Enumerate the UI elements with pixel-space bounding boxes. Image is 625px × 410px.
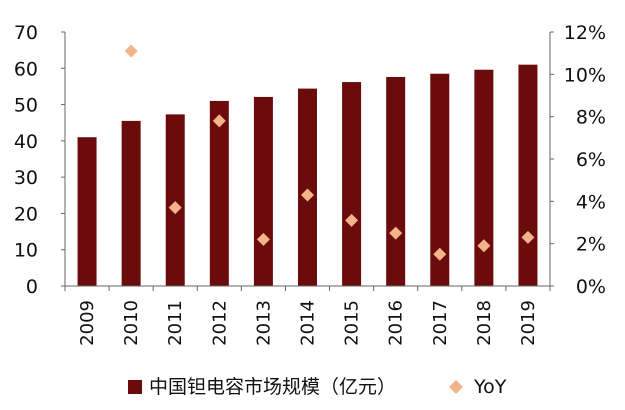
yoy-point — [433, 247, 447, 261]
yoy-point — [521, 230, 535, 244]
left-axis-ticks: 0 10 20 30 40 50 60 70 — [14, 22, 38, 298]
right-tick-label: 4% — [576, 191, 606, 213]
legend-bar-swatch — [128, 380, 142, 394]
left-tick-label: 40 — [14, 131, 38, 153]
bar — [121, 120, 141, 287]
x-tick-label: 2014 — [298, 300, 319, 346]
left-tick-label: 60 — [14, 58, 38, 80]
x-axis-ticks: 2009 2010 2011 2012 2013 2014 2015 2016 2017 2018… — [77, 300, 539, 346]
bar — [342, 82, 362, 287]
yoy-series — [124, 44, 535, 261]
bar — [518, 64, 538, 287]
bar — [474, 69, 494, 286]
legend-yoy-label: YoY — [473, 376, 507, 398]
x-tick-label: 2012 — [209, 300, 230, 346]
legend: 中国钽电容市场规模（亿元） YoY — [128, 376, 507, 398]
x-tick-label: 2013 — [253, 300, 274, 346]
left-tick-label: 0 — [26, 276, 38, 298]
yoy-point — [256, 232, 270, 246]
x-tick-label: 2015 — [342, 300, 363, 346]
legend-yoy-swatch — [449, 380, 463, 394]
x-tick-label: 2010 — [121, 300, 142, 346]
left-tick-label: 20 — [14, 203, 38, 225]
yoy-point — [301, 188, 314, 202]
left-tick-label: 50 — [14, 95, 38, 117]
bar — [77, 137, 97, 286]
right-tick-label: 2% — [576, 234, 606, 256]
right-tick-label: 6% — [576, 149, 606, 171]
yoy-point — [477, 239, 491, 253]
right-tick-label: 0% — [576, 276, 606, 298]
bar — [386, 76, 406, 286]
legend-bar-label: 中国钽电容市场规模（亿元） — [149, 376, 396, 398]
yoy-point — [124, 44, 138, 58]
axes — [61, 31, 554, 291]
right-axis-ticks: 0% 2% 4% 6% 8% 10% 12% — [564, 22, 606, 298]
x-tick-label: 2019 — [518, 300, 539, 346]
bar — [298, 88, 317, 286]
left-tick-label: 30 — [14, 167, 38, 189]
left-tick-label: 70 — [14, 22, 38, 44]
right-tick-label: 12% — [564, 22, 606, 44]
bar — [430, 73, 450, 286]
bar-series — [77, 64, 538, 287]
right-tick-label: 8% — [576, 107, 606, 129]
yoy-point — [168, 201, 182, 215]
yoy-point — [212, 114, 226, 128]
x-tick-label: 2009 — [77, 300, 98, 346]
x-tick-label: 2018 — [474, 300, 495, 346]
yoy-point — [389, 226, 403, 240]
bar — [165, 114, 185, 287]
left-tick-label: 10 — [14, 240, 38, 262]
bar — [253, 96, 273, 286]
right-tick-label: 10% — [564, 64, 606, 86]
x-tick-label: 2016 — [386, 300, 407, 346]
x-tick-label: 2011 — [165, 300, 186, 346]
bar — [209, 100, 229, 286]
yoy-point — [345, 213, 359, 227]
x-tick-label: 2017 — [430, 300, 451, 346]
